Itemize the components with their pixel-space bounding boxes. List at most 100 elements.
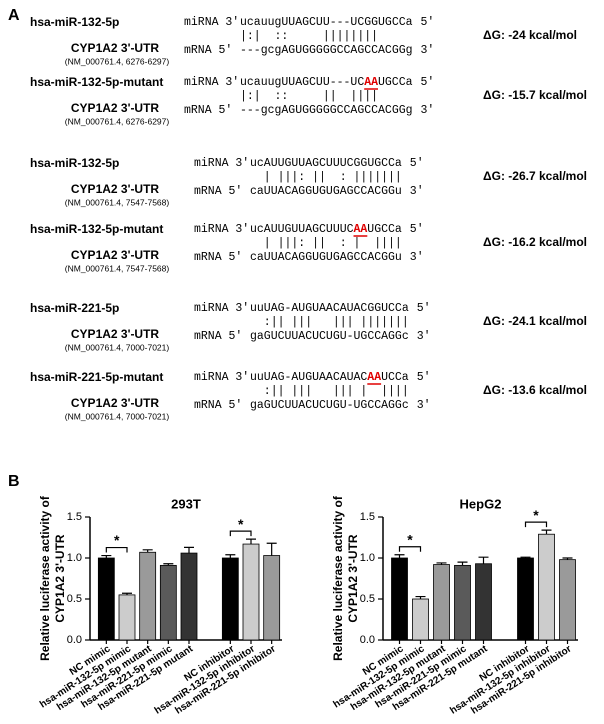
error-bar: [394, 554, 405, 558]
error-bar: [246, 538, 256, 545]
mrna-tag: mRNA 5': [194, 251, 242, 264]
mrna-sequence: gaGUCUUACUCUGU-UGCCAGGc: [250, 330, 409, 343]
error-bar: [457, 561, 468, 566]
chart-title: 293T: [171, 496, 201, 511]
target-name: CYP1A2 3'-UTR: [71, 101, 160, 115]
error-bar: [184, 546, 194, 554]
bar: [139, 551, 157, 641]
target-accession: (NM_000761.4, 7547-7568): [65, 263, 170, 273]
mrna-end: 3': [410, 251, 424, 264]
mrna-tag: mRNA 5': [194, 399, 242, 412]
significance-label: *: [407, 531, 413, 547]
mirna-tag: miRNA 3': [194, 157, 249, 170]
bar: [221, 557, 239, 641]
pairing: | |||: || : | ||||: [250, 237, 402, 250]
y-axis-label: Relative luciferase activity of: [331, 495, 345, 661]
delta-g: ΔG: -16.2 kcal/mol: [483, 235, 587, 249]
mirna-tag: miRNA 3': [194, 302, 249, 315]
mirna-tag: miRNA 3': [184, 16, 239, 29]
significance-label: *: [114, 532, 120, 548]
mrna-sequence: ---gcgAGUGGGGGCCAGCCACGGg: [240, 104, 413, 117]
mrna-end: 3': [421, 104, 435, 117]
mirna-name: hsa-miR-132-5p-mutant: [30, 75, 163, 89]
error-bar: [266, 542, 277, 556]
pairing: | |||: || : |||||||: [250, 171, 402, 184]
y-tick-label: 1.5: [67, 511, 82, 523]
y-tick-label: 0.0: [360, 634, 375, 646]
y-tick-label: 0.5: [67, 593, 82, 605]
bar: [412, 598, 429, 641]
y-axis-label: Relative luciferase activity of: [38, 495, 52, 661]
bar: [180, 552, 198, 641]
y-tick-label: 1.0: [67, 552, 82, 564]
mirna-sequence: uuUAG-AUGUAACAUAC: [250, 371, 367, 384]
significance-bracket: [229, 530, 252, 537]
mirna-name: hsa-miR-221-5p: [30, 301, 119, 315]
mirna-end: 5': [421, 76, 435, 89]
panel-label: A: [8, 7, 20, 24]
pairing: :|| ||| ||| | ||||: [250, 385, 409, 398]
mirna-tag: miRNA 3': [194, 371, 249, 384]
mirna-sequence: UGCCa: [367, 223, 402, 236]
bar: [454, 564, 471, 641]
delta-g: ΔG: -13.6 kcal/mol: [483, 383, 587, 397]
mrna-sequence: caUUACAGGUGUGAGCCACGGu: [250, 185, 402, 198]
chart-title: HepG2: [460, 496, 502, 511]
target-accession: (NM_000761.4, 6276-6297): [65, 56, 170, 66]
mirna-sequence: ucauugUUAGCUU---UCGGUGCCa: [240, 16, 413, 29]
mrna-end: 3': [410, 185, 424, 198]
significance-label: *: [533, 507, 539, 523]
mirna-end: 5': [410, 157, 424, 170]
mrna-sequence: ---gcgAGUGGGGGCCAGCCACGGg: [240, 44, 413, 57]
mirna-tag: miRNA 3': [184, 76, 239, 89]
significance-bracket: [524, 521, 548, 528]
significance-label: *: [238, 516, 244, 532]
y-tick-label: 1.0: [360, 552, 375, 564]
mrna-tag: mRNA 5': [194, 330, 242, 343]
mirna-name: hsa-miR-132-5p: [30, 156, 119, 170]
delta-g: ΔG: -15.7 kcal/mol: [483, 88, 587, 102]
error-bar: [142, 549, 153, 553]
bar: [433, 564, 450, 641]
bar: [517, 557, 534, 641]
mrna-end: 3': [421, 44, 435, 57]
error-bar: [541, 529, 552, 535]
mirna-sequence: ucauugUUAGCUU---UC: [240, 76, 364, 89]
target-name: CYP1A2 3'-UTR: [71, 41, 160, 55]
mrna-tag: mRNA 5': [184, 104, 232, 117]
mrna-tag: mRNA 5': [184, 44, 232, 57]
error-bar: [520, 556, 531, 558]
mirna-end: 5': [421, 16, 435, 29]
mirna-sequence: uuUAG-AUGUAACAUACGGUCCa: [250, 302, 409, 315]
mirna-sequence: UGCCa: [378, 76, 413, 89]
bar: [242, 543, 260, 641]
pairing: :|| ||| ||| |||||||: [250, 316, 409, 329]
mirna-name: hsa-miR-221-5p-mutant: [30, 370, 163, 384]
mirna-end: 5': [417, 302, 431, 315]
target-accession: (NM_000761.4, 6276-6297): [65, 116, 170, 126]
significance-bracket: [398, 546, 422, 552]
y-axis-label: CYP1A2 3'-UTR: [346, 534, 360, 623]
mirna-end: 5': [417, 371, 431, 384]
mutation: AA: [354, 223, 368, 236]
mirna-end: 5': [410, 223, 424, 236]
pairing: |:| :: ||||||||: [240, 30, 378, 43]
panel-label: B: [8, 473, 20, 490]
error-bar: [436, 562, 447, 565]
target-accession: (NM_000761.4, 7547-7568): [65, 197, 170, 207]
delta-g: ΔG: -24.1 kcal/mol: [483, 314, 587, 328]
error-bar: [562, 557, 573, 560]
bar: [97, 557, 115, 641]
error-bar: [415, 595, 426, 599]
target-name: CYP1A2 3'-UTR: [71, 327, 160, 341]
error-bar: [122, 592, 132, 595]
y-axis-label: CYP1A2 3'-UTR: [53, 534, 67, 623]
y-tick-label: 0.0: [67, 634, 82, 646]
delta-g: ΔG: -26.7 kcal/mol: [483, 169, 587, 183]
mirna-sequence: ucAUUGUUAGCUUUC: [250, 223, 354, 236]
target-accession: (NM_000761.4, 7000-7021): [65, 411, 170, 421]
mirna-sequence: ucAUUGUUAGCUUUCGGUGCCa: [250, 157, 402, 170]
bar: [559, 559, 576, 641]
error-bar: [225, 554, 236, 558]
